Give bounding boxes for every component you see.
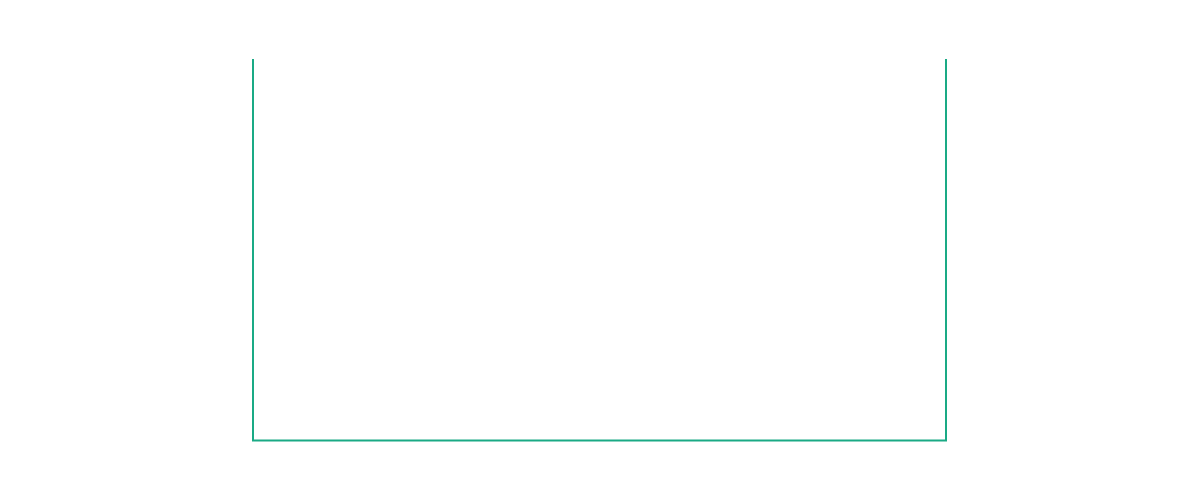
container-outline	[252, 59, 947, 442]
